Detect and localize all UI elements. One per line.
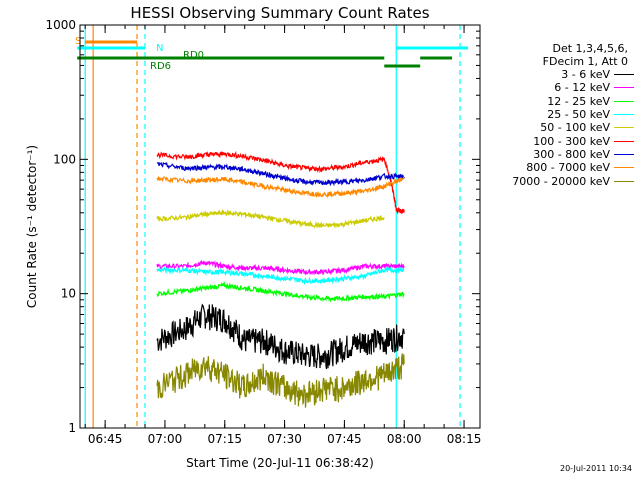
legend-swatch (614, 114, 634, 116)
series-line-2 (156, 281, 405, 303)
timestamp: 20-Jul-2011 10:34 (559, 464, 632, 473)
legend-item-label: 6 - 12 keV (554, 81, 610, 95)
legend-item: 6 - 12 keV (484, 81, 634, 94)
x-axis-label: Start Time (20-Jul-11 06:38:42) (186, 456, 374, 470)
legend-item: 50 - 100 keV (484, 121, 634, 134)
legend-title-line-2: FDecim 1, Att 0 (542, 55, 628, 68)
x-tick-label-3: 07:30 (267, 432, 302, 446)
series-line-6 (156, 161, 405, 187)
x-tick-label-6: 08:15 (447, 432, 482, 446)
flag-label-rd0: RD0 (183, 50, 204, 61)
y-tick-label-2: 100 (53, 152, 76, 166)
legend-item: 7000 - 20000 keV (484, 174, 634, 188)
legend-item: 12 - 25 keV (484, 95, 634, 108)
legend-item-label: 50 - 100 keV (540, 121, 610, 135)
legend-swatch (614, 180, 634, 182)
legend-swatch (614, 87, 634, 89)
legend-item-label: 800 - 7000 keV (526, 161, 610, 175)
series-line-1 (156, 259, 405, 276)
x-tick-label-0: 06:45 (88, 432, 123, 446)
y-tick-label-1: 10 (61, 287, 76, 301)
legend-item: 25 - 50 keV (484, 108, 634, 121)
legend-item-label: 12 - 25 keV (547, 94, 610, 108)
legend-item-label: 100 - 300 keV (533, 134, 610, 148)
chart-title: HESSI Observing Summary Count Rates (130, 4, 429, 22)
legend-item: 100 - 300 keV (484, 134, 634, 148)
x-tick-label-1: 07:00 (148, 432, 183, 446)
legend-item-label: 7000 - 20000 keV (512, 174, 610, 188)
legend-swatch (614, 100, 634, 102)
legend-swatch (614, 140, 634, 142)
x-tick-label-4: 07:45 (327, 432, 362, 446)
flag-label-n: N (156, 43, 163, 54)
series-line-7 (156, 175, 405, 199)
series-line-3 (156, 265, 405, 286)
y-tick-label-0: 1 (68, 421, 76, 435)
legend-item-label: 25 - 50 keV (547, 108, 610, 122)
legend-swatch (614, 153, 634, 155)
legend-swatch (614, 167, 634, 169)
flag-label-rd6: RD6 (150, 61, 171, 72)
legend-item-label: 300 - 800 keV (533, 147, 610, 161)
series-line-8 (156, 353, 405, 408)
legend-item: 300 - 800 keV (484, 148, 634, 161)
series-line-4 (156, 208, 385, 229)
x-tick-label-2: 07:15 (207, 432, 242, 446)
legend-title-line-1: Det 1,3,4,5,6, (552, 42, 628, 55)
legend-item: 3 - 6 keV (484, 68, 634, 81)
legend-swatch (614, 127, 634, 129)
legend: Det 1,3,4,5,6, FDecim 1, Att 0 3 - 6 keV… (484, 42, 634, 188)
legend-swatch (614, 74, 634, 76)
series-line-0 (156, 303, 405, 370)
flag-label-s: S (75, 36, 81, 47)
y-tick-label-3: 1000 (45, 18, 76, 32)
plot-frame (79, 24, 481, 429)
y-axis-label: Count Rate (s⁻¹ detector⁻¹) (25, 145, 39, 308)
legend-item: 800 - 7000 keV (484, 161, 634, 174)
series-line-5 (156, 150, 405, 215)
x-tick-label-5: 08:00 (387, 432, 422, 446)
legend-item-label: 3 - 6 keV (561, 68, 610, 82)
